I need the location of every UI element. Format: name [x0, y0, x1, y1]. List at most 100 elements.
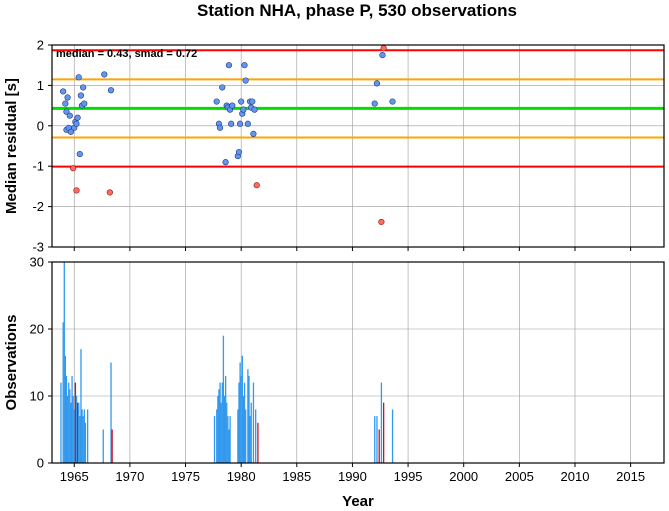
inlier-point	[76, 150, 83, 158]
top-scatter-points	[60, 45, 396, 226]
inlier-point	[238, 98, 245, 105]
observation-bar	[224, 375, 227, 463]
x-tick-label: 1995	[394, 469, 423, 484]
outlier-point	[73, 187, 80, 194]
outlier-point	[378, 218, 385, 226]
observation-bar	[69, 389, 71, 463]
observation-bar	[252, 382, 255, 463]
observation-bar	[249, 416, 251, 463]
x-tick-label: 2015	[616, 469, 645, 484]
observation-bar	[87, 409, 89, 463]
bottom-y-tick-label: 20	[30, 322, 44, 337]
observation-bar	[220, 402, 222, 463]
inlier-point	[250, 130, 257, 137]
inlier-point	[240, 106, 247, 113]
bottom-y-ticks: 0 10 20 30	[30, 255, 52, 471]
observation-bar	[223, 396, 226, 463]
inlier-point	[62, 100, 69, 107]
observation-bar	[255, 409, 257, 463]
observation-bar	[242, 396, 245, 463]
inlier-point	[107, 87, 115, 94]
top-y-ticks: -3 -2 -1 0 1 2	[32, 38, 52, 255]
observation-bar	[73, 409, 75, 463]
observation-bar	[65, 375, 68, 463]
observation-bar	[248, 375, 250, 463]
inlier-point	[75, 74, 82, 81]
x-tick-label: 1970	[115, 469, 144, 484]
inlier-point	[219, 84, 226, 91]
outlier-bar	[76, 402, 79, 463]
outlier-point	[106, 189, 113, 196]
inlier-point	[241, 62, 248, 69]
observation-bar	[219, 382, 221, 463]
observation-bar	[66, 396, 69, 463]
observation-bar	[72, 396, 74, 463]
top-y-tick-label: -3	[32, 240, 44, 255]
observation-bar	[245, 409, 247, 463]
top-x-ticks	[73, 247, 632, 251]
inlier-point	[228, 120, 235, 127]
inlier-point	[235, 148, 243, 156]
observation-bar	[218, 389, 220, 463]
observation-bar	[81, 409, 83, 463]
observation-bar	[68, 382, 70, 463]
top-y-tick-label: 2	[37, 38, 44, 53]
x-tick-label: 1975	[171, 469, 200, 484]
observation-bar	[70, 402, 72, 463]
top-panel: -3 -2 -1 0 1 2 median = 0.43, smad = 0.72 Med…	[3, 38, 665, 255]
inlier-point	[373, 80, 381, 87]
inlier-point	[63, 108, 70, 115]
x-tick-label: 1980	[227, 469, 256, 484]
observation-bar	[71, 375, 73, 463]
observation-bar	[60, 382, 62, 463]
inlier-point	[67, 128, 75, 135]
inlier-point	[66, 112, 73, 119]
observation-bar	[110, 362, 112, 463]
inlier-point	[236, 120, 244, 127]
x-tick-label: 2000	[449, 469, 478, 484]
observation-bar	[391, 409, 394, 463]
observation-bar	[80, 349, 82, 463]
observation-bar	[227, 416, 229, 463]
top-plot-frame	[51, 44, 665, 248]
bottom-y-tick-label: 10	[30, 389, 44, 404]
top-y-tick-label: -1	[32, 159, 44, 174]
inlier-point	[73, 120, 80, 127]
observation-bar	[83, 409, 85, 463]
outlier-bar	[111, 429, 113, 463]
inlier-point	[64, 94, 71, 101]
bottom-x-ticks: 1965 1970 1975 1980 1985 1990 1995 2000 2005 2010…	[60, 463, 645, 484]
chart-title: Station NHA, phase P, 530 observations	[197, 1, 517, 20]
inlier-point	[225, 62, 233, 69]
inlier-point	[249, 98, 256, 105]
observation-bar	[238, 382, 240, 463]
x-tick-label: 2005	[505, 469, 534, 484]
x-tick-label: 1965	[60, 469, 89, 484]
inlier-point	[60, 88, 67, 95]
median-smad-annotation: median = 0.43, smad = 0.72	[56, 48, 197, 60]
outlier-bar	[378, 429, 380, 463]
outlier-bar	[382, 402, 385, 463]
inlier-point	[229, 102, 236, 109]
observation-bar	[78, 402, 80, 463]
observation-bar	[82, 416, 84, 463]
bottom-plot-frame	[51, 261, 665, 464]
observation-bar	[216, 409, 218, 463]
outlier-point	[253, 182, 260, 189]
inlier-point	[216, 124, 224, 131]
observation-bar	[243, 382, 246, 463]
top-y-tick-label: -2	[32, 199, 44, 214]
bottom-bars	[60, 262, 394, 463]
inlier-point	[74, 114, 81, 121]
inlier-point	[213, 98, 220, 105]
bottom-grid	[52, 261, 664, 464]
observation-bar	[62, 322, 64, 463]
observation-bar	[79, 416, 81, 463]
x-tick-label: 1990	[338, 469, 367, 484]
observation-bar	[217, 396, 219, 463]
observation-bar	[64, 355, 67, 463]
bottom-y-tick-label: 30	[30, 255, 44, 270]
inlier-point	[77, 92, 85, 99]
observation-bar	[222, 335, 225, 463]
top-y-axis-label: Median residual [s]	[3, 78, 20, 214]
